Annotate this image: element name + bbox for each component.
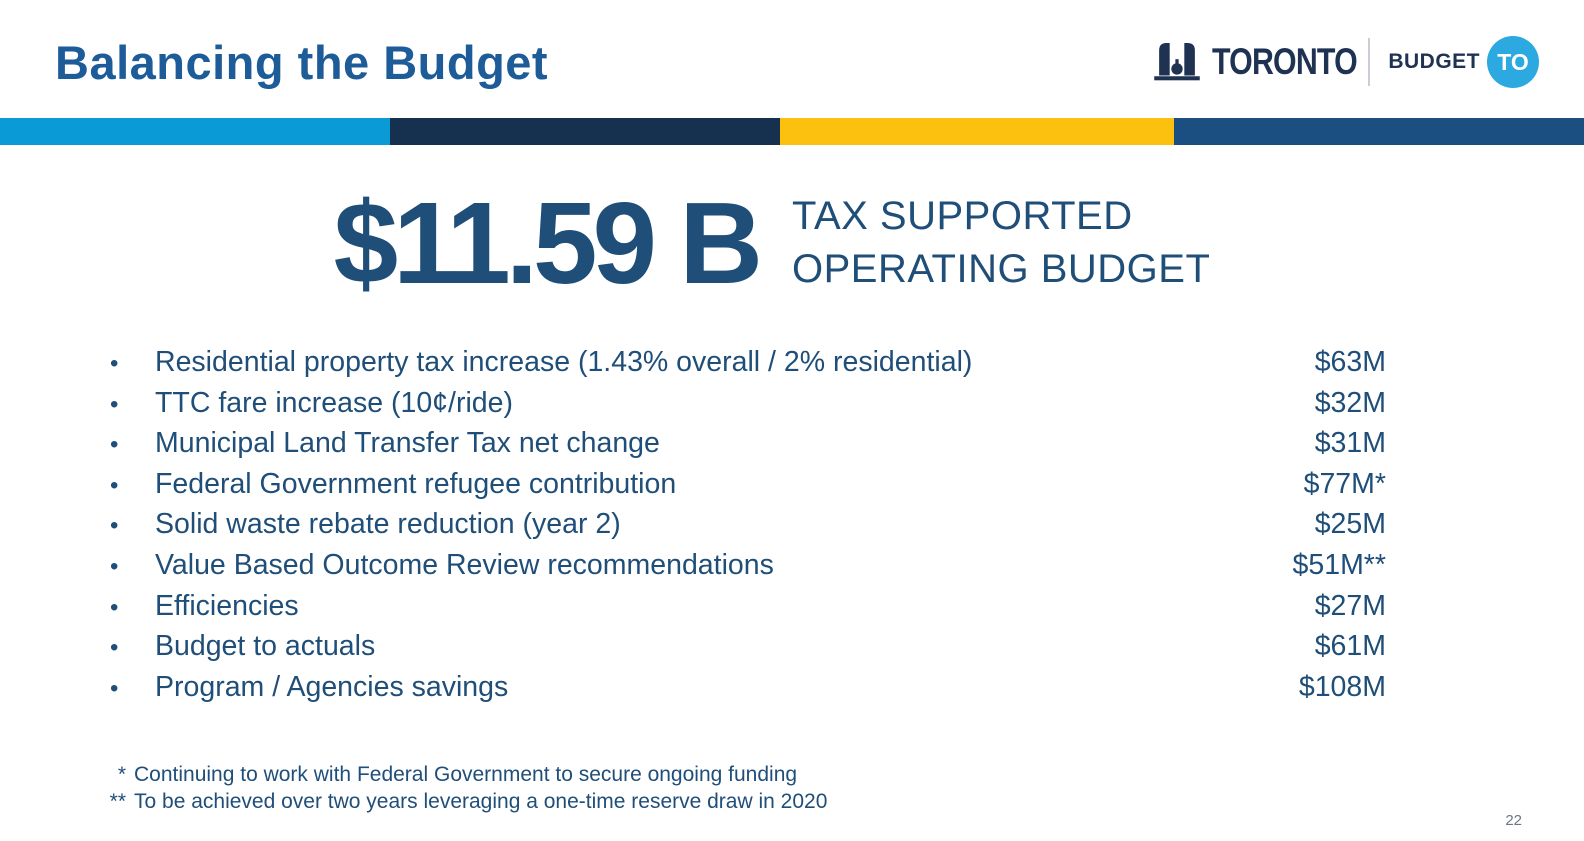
bullet-marker: • xyxy=(110,512,119,540)
stripe-segment-cyan xyxy=(0,118,390,145)
item-value: $27M xyxy=(1314,589,1386,622)
bullet-marker: • xyxy=(110,634,119,662)
list-item: • Municipal Land Transfer Tax net change… xyxy=(100,424,1386,465)
item-value: $32M xyxy=(1314,386,1386,419)
headline-label-line2: OPERATING BUDGET xyxy=(791,247,1211,291)
headline-label: TAX SUPPORTED OPERATING BUDGET xyxy=(792,190,1210,296)
toronto-logo: TORONTO xyxy=(1151,36,1358,89)
logo-group: TORONTO BUDGET TO xyxy=(1151,36,1539,89)
bullet-marker: • xyxy=(110,593,119,621)
item-label: Municipal Land Transfer Tax net change xyxy=(155,427,660,460)
stripe-segment-blue xyxy=(1174,118,1584,145)
item-value: $61M xyxy=(1314,630,1386,663)
accent-stripe xyxy=(0,118,1584,145)
item-label: Value Based Outcome Review recommendatio… xyxy=(155,548,774,581)
stripe-segment-navy xyxy=(390,118,780,145)
footnote-text: To be achieved over two years leveraging… xyxy=(134,789,828,813)
list-item: • Efficiencies $27M xyxy=(100,587,1386,628)
footnote-text: Continuing to work with Federal Governme… xyxy=(134,763,798,786)
item-value: $108M xyxy=(1298,670,1386,703)
footnote-marker: ** xyxy=(109,789,126,813)
toronto-cityhall-icon xyxy=(1151,36,1203,89)
list-item: • Budget to actuals $61M xyxy=(100,627,1386,668)
list-item: • TTC fare increase (10¢/ride) $32M xyxy=(100,384,1386,425)
page-number: 22 xyxy=(1505,812,1522,829)
item-value: $25M xyxy=(1314,508,1386,541)
slide-header: Balancing the Budget TORONTO xyxy=(0,0,1584,118)
page-title: Balancing the Budget xyxy=(55,35,549,89)
budget-logo-text: BUDGET xyxy=(1388,50,1480,73)
bullet-marker: • xyxy=(110,390,119,418)
item-value: $31M xyxy=(1314,427,1386,460)
bullet-marker: • xyxy=(110,471,119,499)
budget-items-list: • Residential property tax increase (1.4… xyxy=(100,343,1386,708)
budget-to-logo: BUDGET TO xyxy=(1388,36,1539,88)
item-label: Budget to actuals xyxy=(155,630,376,663)
item-label: TTC fare increase (10¢/ride) xyxy=(155,386,513,419)
toronto-wordmark: TORONTO xyxy=(1212,41,1358,82)
item-label: Federal Government refugee contribution xyxy=(155,467,677,500)
bullet-marker: • xyxy=(110,552,119,580)
list-item: • Solid waste rebate reduction (year 2) … xyxy=(100,505,1386,546)
footnote: ** To be achieved over two years leverag… xyxy=(98,789,828,816)
item-value: $63M xyxy=(1314,346,1386,378)
item-label: Solid waste rebate reduction (year 2) xyxy=(155,508,621,541)
budget-headline: $11.59 B TAX SUPPORTED OPERATING BUDGET xyxy=(0,185,1584,301)
list-item: • Program / Agencies savings $108M xyxy=(100,668,1386,709)
list-item: • Value Based Outcome Review recommendat… xyxy=(100,546,1386,587)
headline-amount: $11.59 B xyxy=(333,178,763,308)
footnote-marker: * xyxy=(117,763,126,786)
footnote: * Continuing to work with Federal Govern… xyxy=(98,762,827,789)
headline-label-line1: TAX SUPPORTED xyxy=(791,194,1133,239)
item-label: Residential property tax increase (1.43%… xyxy=(155,346,973,378)
item-value: $51M** xyxy=(1292,548,1386,581)
budget-to-badge: TO xyxy=(1487,36,1539,88)
footnotes: * Continuing to work with Federal Govern… xyxy=(98,762,828,816)
list-item: • Residential property tax increase (1.4… xyxy=(100,343,1386,384)
item-label: Efficiencies xyxy=(155,589,299,622)
bullet-marker: • xyxy=(110,350,119,377)
stripe-segment-yellow xyxy=(780,118,1174,145)
logo-divider xyxy=(1368,38,1371,86)
item-label: Program / Agencies savings xyxy=(155,670,509,703)
list-item: • Federal Government refugee contributio… xyxy=(100,465,1386,506)
bullet-marker: • xyxy=(110,674,119,702)
item-value: $77M* xyxy=(1303,467,1386,500)
bullet-marker: • xyxy=(110,431,119,459)
